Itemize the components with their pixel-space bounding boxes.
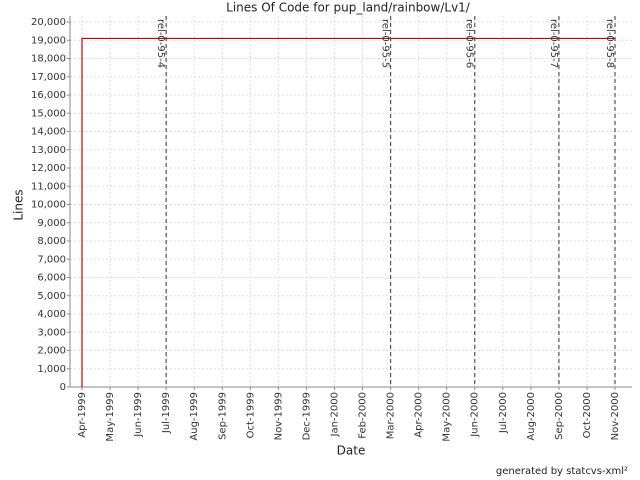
x-tick-label: Sep-2000 (554, 392, 565, 440)
release-label: rel-0-95-4 (155, 19, 166, 68)
y-tick-label: 6,000 (37, 273, 66, 284)
y-tick-label: 19,000 (31, 35, 66, 46)
y-tick-label: 17,000 (31, 72, 66, 83)
y-tick-label: 4,000 (37, 309, 66, 320)
y-tick-label: 13,000 (31, 145, 66, 156)
x-tick-label: Jan-2000 (329, 392, 340, 437)
y-tick-label: 5,000 (37, 291, 66, 302)
y-axis-label: Lines (12, 189, 26, 220)
y-tick-label: 18,000 (31, 54, 66, 65)
y-tick-label: 20,000 (31, 17, 66, 28)
x-tick-label: Apr-2000 (414, 392, 425, 438)
x-tick-label: Nov-2000 (610, 392, 621, 440)
x-tick-label: Jul-1999 (161, 392, 172, 434)
x-tick-label: Mar-2000 (386, 392, 397, 439)
x-tick-label: Jun-1999 (133, 392, 144, 438)
y-tick-label: 0 (60, 382, 66, 393)
footer: generated by statcvs-xml² (496, 466, 628, 477)
x-axis-label: Date (337, 444, 366, 458)
x-tick-label: Oct-1999 (245, 392, 256, 438)
y-tick-label: 3,000 (37, 327, 66, 338)
plot-area (70, 16, 632, 387)
y-tick-label: 7,000 (37, 254, 66, 265)
y-tick-label: 2,000 (37, 346, 66, 357)
release-label: rel-0-95-5 (380, 19, 391, 68)
x-tick-label: Aug-1999 (189, 392, 200, 441)
x-tick-label: Dec-1999 (301, 392, 312, 440)
x-tick-label: Aug-2000 (526, 392, 537, 441)
x-tick-label: Apr-1999 (77, 392, 88, 438)
release-label: rel-0-95-6 (464, 19, 475, 68)
y-tick-label: 16,000 (31, 90, 66, 101)
x-tick-label: Jul-2000 (498, 392, 509, 434)
x-tick-label: Nov-1999 (273, 392, 284, 440)
chart-title: Lines Of Code for pup_land/rainbow/Lv1/ (226, 1, 471, 15)
series-line (81, 37, 615, 387)
release-label: rel-0-95-7 (548, 19, 559, 68)
x-tick-label: Feb-2000 (358, 392, 369, 439)
x-tick-label: Sep-1999 (217, 392, 228, 440)
x-tick-label: Oct-2000 (582, 392, 593, 438)
x-tick-label: May-1999 (105, 392, 116, 442)
x-tick-label: Jun-2000 (470, 392, 481, 438)
y-tick-label: 11,000 (31, 181, 66, 192)
y-tick-label: 8,000 (37, 236, 66, 247)
y-tick-label: 15,000 (31, 108, 66, 119)
y-tick-label: 1,000 (37, 364, 66, 375)
x-tick-label: May-2000 (442, 392, 453, 442)
y-tick-label: 12,000 (31, 163, 66, 174)
release-label: rel-0-95-8 (604, 19, 615, 68)
y-tick-label: 14,000 (31, 127, 66, 138)
y-tick-label: 9,000 (37, 218, 66, 229)
y-tick-label: 10,000 (31, 200, 66, 211)
